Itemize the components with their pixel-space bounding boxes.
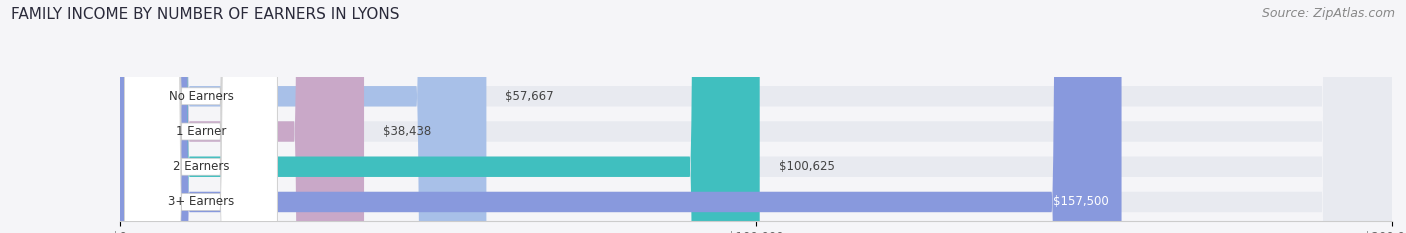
FancyBboxPatch shape bbox=[120, 0, 759, 233]
Text: $38,438: $38,438 bbox=[384, 125, 432, 138]
FancyBboxPatch shape bbox=[120, 0, 1392, 233]
FancyBboxPatch shape bbox=[125, 0, 277, 233]
Text: 2 Earners: 2 Earners bbox=[173, 160, 229, 173]
FancyBboxPatch shape bbox=[120, 0, 486, 233]
FancyBboxPatch shape bbox=[120, 0, 1122, 233]
Text: $157,500: $157,500 bbox=[1053, 195, 1109, 209]
FancyBboxPatch shape bbox=[125, 0, 277, 233]
FancyBboxPatch shape bbox=[120, 0, 1392, 233]
Text: 3+ Earners: 3+ Earners bbox=[167, 195, 233, 209]
Text: Source: ZipAtlas.com: Source: ZipAtlas.com bbox=[1261, 7, 1395, 20]
Text: $57,667: $57,667 bbox=[506, 90, 554, 103]
FancyBboxPatch shape bbox=[120, 0, 364, 233]
Text: FAMILY INCOME BY NUMBER OF EARNERS IN LYONS: FAMILY INCOME BY NUMBER OF EARNERS IN LY… bbox=[11, 7, 399, 22]
Text: $100,625: $100,625 bbox=[779, 160, 835, 173]
FancyBboxPatch shape bbox=[120, 0, 1392, 233]
FancyBboxPatch shape bbox=[125, 0, 277, 233]
FancyBboxPatch shape bbox=[125, 0, 277, 233]
Text: No Earners: No Earners bbox=[169, 90, 233, 103]
Text: 1 Earner: 1 Earner bbox=[176, 125, 226, 138]
FancyBboxPatch shape bbox=[120, 0, 1392, 233]
